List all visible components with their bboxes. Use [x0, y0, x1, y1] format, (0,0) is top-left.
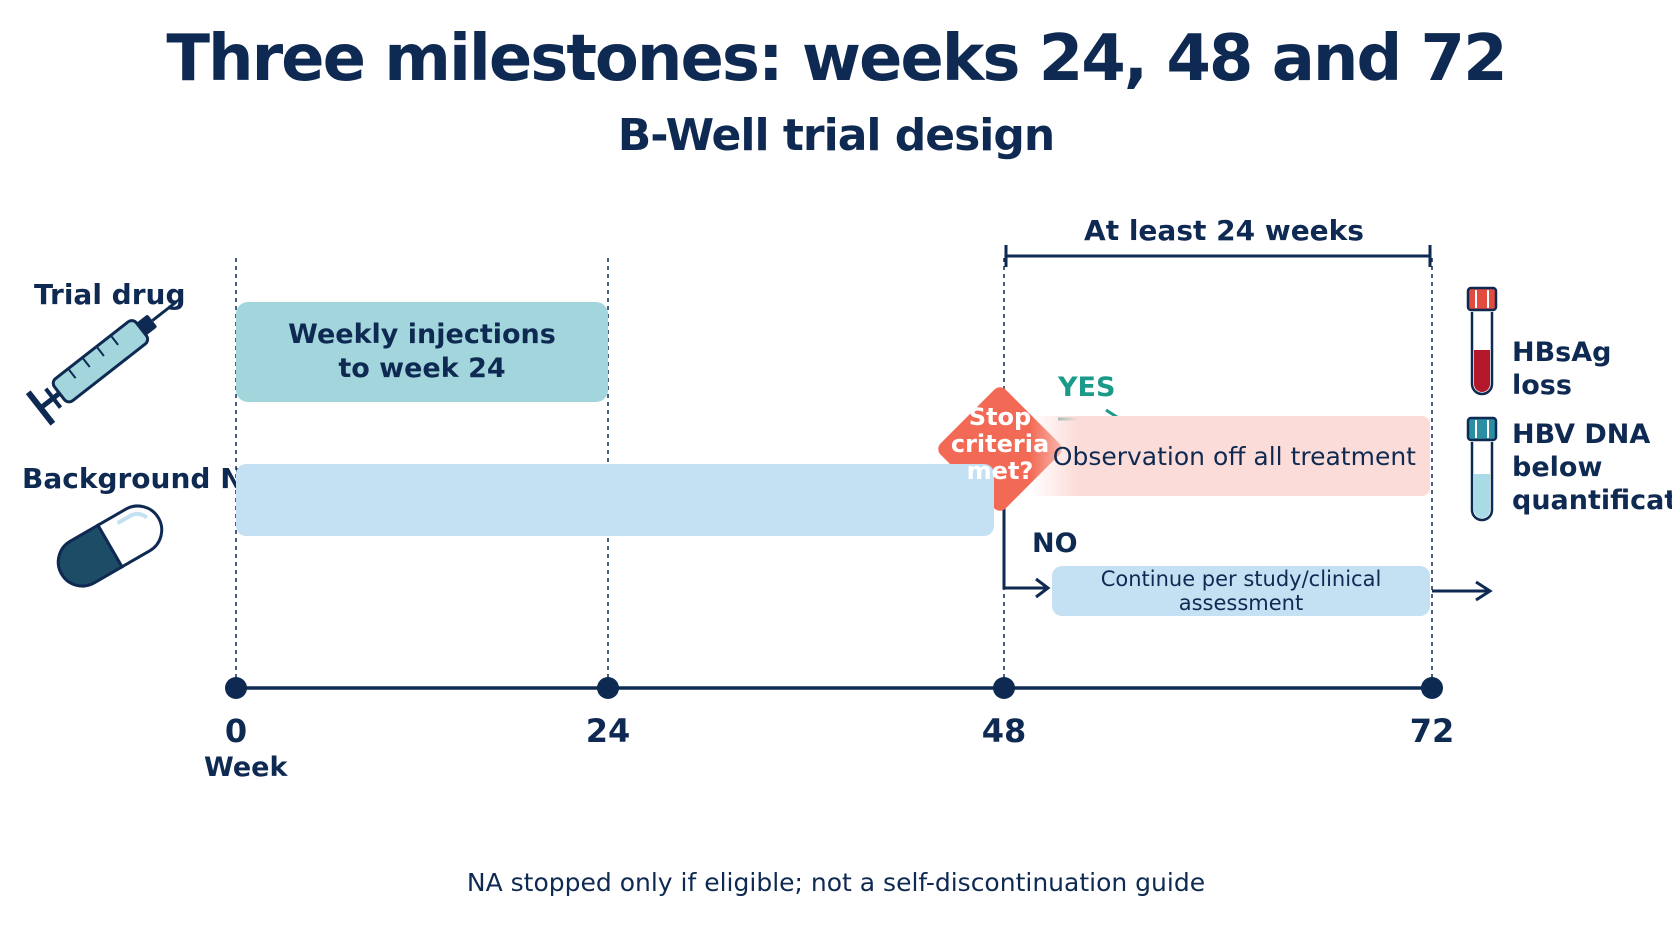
milestone-dot-0 — [225, 677, 247, 699]
weekly-injections-text: Weekly injections to week 24 — [288, 319, 556, 384]
observation-text: Observation off all treatment — [1052, 441, 1416, 471]
duration-label: At least 24 weeks — [1084, 214, 1364, 247]
footnote: NA stopped only if eligible; not a self-… — [466, 868, 1206, 897]
no-arrow — [1002, 508, 1051, 599]
outcome-hbsag-loss: HBsAg loss — [1512, 337, 1612, 401]
page-subtitle: B-Well trial design — [617, 110, 1055, 161]
blue-blood-tube-icon — [1466, 416, 1498, 522]
weekly-injections-bar: Weekly injections to week 24 — [236, 302, 608, 402]
yes-label: YES — [1058, 372, 1116, 403]
tick-label-48: 48 — [981, 712, 1027, 750]
background-na-label: Background NA — [22, 462, 266, 495]
milestone-dot-24 — [597, 677, 619, 699]
page-title: Three milestones: weeks 24, 48 and 72 — [166, 22, 1507, 96]
outcome-hbv-dna: HBV DNA below quantification — [1512, 419, 1672, 516]
no-label: NO — [1032, 528, 1078, 559]
tick-label-72: 72 — [1409, 712, 1455, 750]
capsule-icon — [56, 504, 164, 588]
syringe-icon — [25, 300, 177, 426]
decision-text: Stop criteria met? — [950, 403, 1050, 485]
continue-bar: Continue per study/clinical assessment — [1052, 566, 1430, 616]
week-unit-label: Week — [204, 752, 288, 783]
milestone-dot-48 — [993, 677, 1015, 699]
background-na-bar — [236, 464, 994, 536]
red-blood-tube-icon — [1466, 286, 1498, 396]
continue-text: Continue per study/clinical assessment — [1100, 567, 1382, 615]
observation-bar: Observation off all treatment — [1030, 416, 1430, 496]
trial-drug-label: Trial drug — [34, 278, 186, 311]
milestone-dot-72 — [1421, 677, 1443, 699]
duration-bracket — [1004, 245, 1432, 267]
continue-arrow — [1432, 580, 1493, 602]
tick-label-24: 24 — [585, 712, 631, 750]
tick-label-0: 0 — [224, 712, 248, 750]
